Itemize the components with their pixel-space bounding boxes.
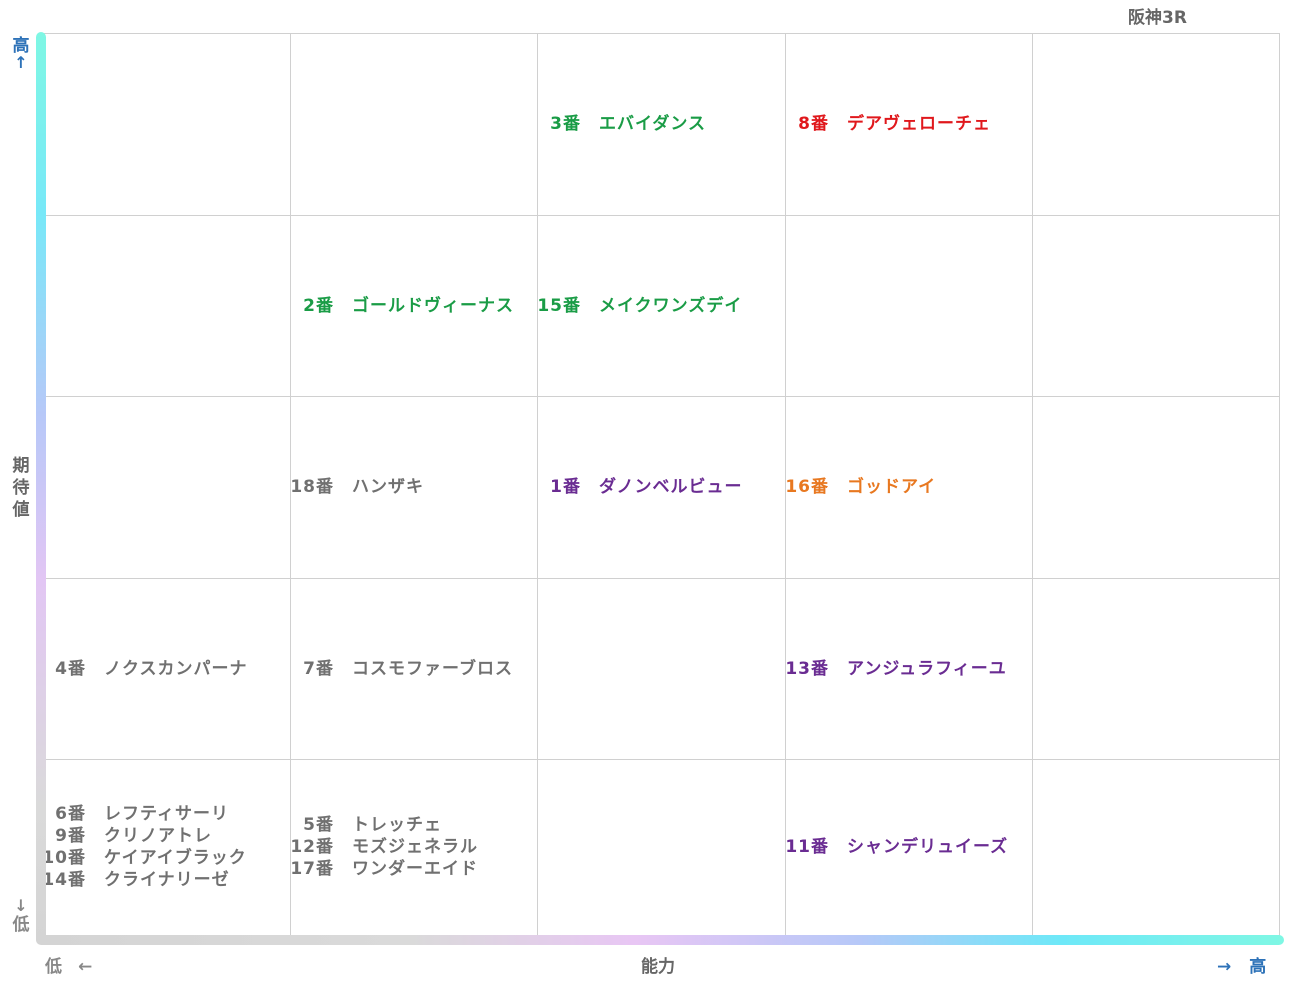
grid-cell: 8番 デアヴェローチェ — [785, 33, 1033, 215]
horse-name: モズジェネラル — [352, 837, 478, 857]
arrow-left-icon: ← — [78, 957, 93, 977]
grid-line-vertical — [785, 33, 786, 941]
arrow-right-icon: → — [1217, 957, 1232, 977]
horse-name: ダノンベルビュー — [599, 477, 743, 497]
y-axis-title: 期待値 — [11, 455, 31, 521]
horse-name: クライナリーゼ — [104, 870, 230, 890]
grid-line-vertical — [1032, 33, 1033, 941]
x-axis-bar — [36, 935, 1284, 945]
horse-number: 7番 — [303, 659, 334, 679]
grid-cell: 16番 ゴッドアイ — [785, 396, 1033, 578]
grid-cell: 13番 アンジュラフィーユ — [785, 578, 1033, 760]
horse-entry: 8番 デアヴェローチェ — [785, 113, 991, 135]
horse-name: アンジュラフィーユ — [847, 659, 1007, 679]
horse-name: ゴールドヴィーナス — [352, 296, 514, 316]
horse-number: 18番 — [290, 477, 334, 497]
grid-line-vertical — [1279, 33, 1280, 941]
grid-line-horizontal — [42, 759, 1280, 760]
arrow-up-icon: ↑ — [14, 53, 28, 72]
grid-line-vertical — [290, 33, 291, 941]
horse-name: トレッチェ — [352, 815, 442, 835]
y-axis-title-char: 値 — [12, 500, 30, 520]
horse-number: 4番 — [55, 659, 86, 679]
horse-entry: 12番 モズジェネラル — [290, 836, 478, 858]
horse-number: 2番 — [303, 296, 334, 316]
race-label: 阪神3R — [1128, 8, 1187, 28]
horse-entry: 14番 クライナリーゼ — [42, 869, 230, 891]
horse-name: ハンザキ — [352, 477, 424, 497]
y-axis-high-label: 高 ↑ — [11, 36, 31, 72]
grid-cell: 11番 シャンデリュイーズ — [785, 759, 1033, 935]
horse-number: 9番 — [55, 826, 86, 846]
horse-name: メイクワンズデイ — [599, 296, 743, 316]
horse-name: クリノアトレ — [104, 826, 212, 846]
grid-cell: 4番 ノクスカンパーナ — [42, 578, 290, 760]
horse-entry: 9番 クリノアトレ — [42, 825, 212, 847]
y-axis-bar — [36, 32, 46, 944]
grid-line-vertical — [537, 33, 538, 941]
horse-entry: 5番 トレッチェ — [290, 814, 442, 836]
horse-name: ゴッドアイ — [847, 477, 937, 497]
horse-number: 16番 — [785, 477, 829, 497]
horse-number: 6番 — [55, 804, 86, 824]
horse-entry: 4番 ノクスカンパーナ — [42, 658, 248, 680]
y-axis-title-char: 期 — [12, 456, 30, 476]
horse-entry: 7番 コスモファーブロス — [290, 658, 513, 680]
horse-name: レフティサーリ — [104, 804, 229, 824]
horse-number: 14番 — [42, 870, 86, 890]
horse-entry: 18番 ハンザキ — [290, 476, 424, 498]
horse-entry: 10番 ケイアイブラック — [42, 847, 247, 869]
horse-number: 5番 — [303, 815, 334, 835]
horse-entry: 1番 ダノンベルビュー — [537, 476, 743, 498]
grid-cell: 15番 メイクワンズデイ — [537, 215, 785, 397]
horse-name: ノクスカンパーナ — [104, 659, 248, 679]
horse-number: 13番 — [785, 659, 829, 679]
grid-cell: 5番 トレッチェ 12番 モズジェネラル 17番 ワンダーエイド — [290, 759, 538, 935]
x-high-text: 高 — [1249, 957, 1267, 977]
horse-name: ケイアイブラック — [104, 848, 247, 868]
horse-number: 15番 — [537, 296, 581, 316]
grid-cell: 7番 コスモファーブロス — [290, 578, 538, 760]
horse-number: 17番 — [290, 859, 334, 879]
grid-cell: 2番 ゴールドヴィーナス — [290, 215, 538, 397]
horse-entry: 3番 エバイダンス — [537, 113, 706, 135]
x-axis-low-label: 低 ← — [45, 952, 92, 977]
x-axis-high-label: → 高 — [1217, 952, 1266, 977]
horse-entry: 13番 アンジュラフィーユ — [785, 658, 1007, 680]
grid-cell: 3番 エバイダンス — [537, 33, 785, 215]
y-low-text: 低 — [12, 915, 30, 935]
y-axis-title-char: 待 — [12, 478, 30, 498]
grid-line-horizontal — [42, 578, 1280, 579]
grid-line-horizontal — [42, 215, 1280, 216]
arrow-down-icon: ↓ — [14, 896, 28, 915]
horse-number: 3番 — [550, 114, 581, 134]
horse-entry: 2番 ゴールドヴィーナス — [290, 295, 514, 317]
horse-entry: 15番 メイクワンズデイ — [537, 295, 742, 317]
horse-entry: 11番 シャンデリュイーズ — [785, 836, 1008, 858]
grid-cell: 6番 レフティサーリ 9番 クリノアトレ 10番 ケイアイブラック 14番 クライナリーゼ — [42, 759, 290, 935]
horse-entry: 6番 レフティサーリ — [42, 803, 229, 825]
x-low-text: 低 — [45, 957, 62, 977]
horse-name: シャンデリュイーズ — [847, 837, 1009, 857]
grid-line-horizontal — [42, 396, 1280, 397]
y-axis-title-text: 期待値 — [11, 455, 31, 521]
horse-number: 8番 — [798, 114, 829, 134]
grid-cell: 1番 ダノンベルビュー — [537, 396, 785, 578]
horse-name: コスモファーブロス — [352, 659, 513, 679]
horse-number: 12番 — [290, 837, 334, 857]
matrix-grid: 3番 エバイダンス 8番 デアヴェローチェ 2番 ゴールドヴィーナス 15番 メイクワンズデイ… — [42, 33, 1280, 941]
horse-number: 1番 — [550, 477, 581, 497]
horse-name: ワンダーエイド — [352, 859, 478, 879]
horse-number: 11番 — [785, 837, 829, 857]
horse-entry: 17番 ワンダーエイド — [290, 858, 478, 880]
y-high-text: 高 — [12, 36, 30, 56]
y-axis-low-label: ↓ 低 — [11, 896, 31, 936]
horse-name: デアヴェローチェ — [847, 114, 991, 134]
x-axis-title: 能力 — [641, 957, 675, 977]
horse-number: 10番 — [42, 848, 86, 868]
horse-name: エバイダンス — [599, 114, 706, 134]
grid-line-horizontal — [42, 33, 1280, 34]
horse-entry: 16番 ゴッドアイ — [785, 476, 936, 498]
grid-cell: 18番 ハンザキ — [290, 396, 538, 578]
